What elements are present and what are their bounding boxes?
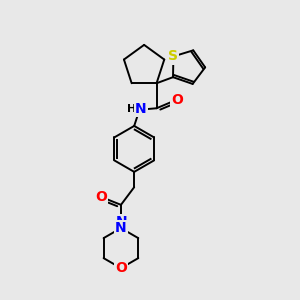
Text: N: N [115,221,127,235]
Text: S: S [168,50,178,63]
Text: O: O [171,93,183,107]
Text: O: O [95,190,107,205]
Text: H: H [127,104,136,114]
Text: N: N [116,215,127,229]
Text: O: O [115,261,127,275]
Text: N: N [135,102,147,116]
